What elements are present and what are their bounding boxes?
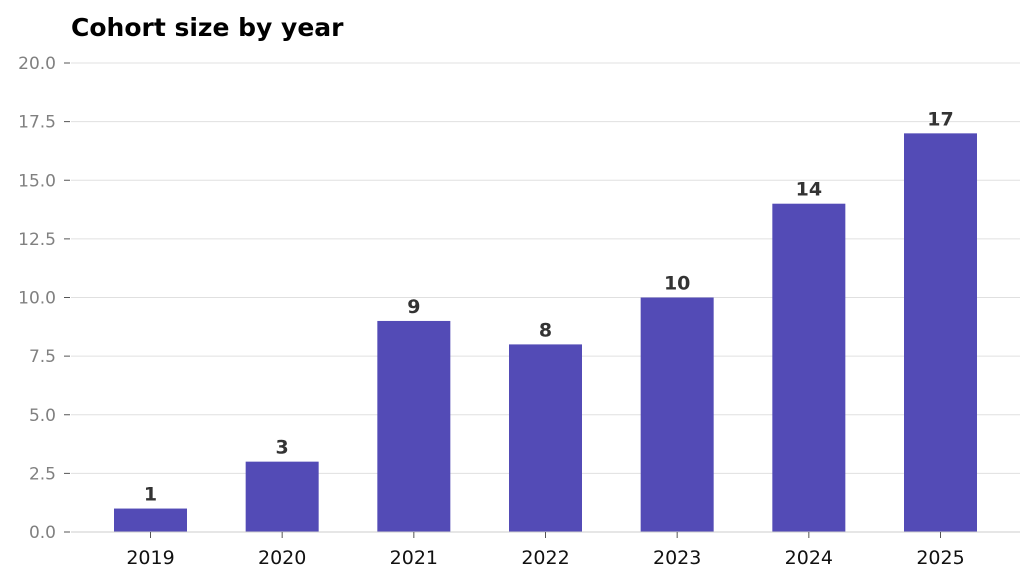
data-labels: 1 3 9 8 10 14 17 — [144, 108, 954, 505]
y-tick-label: 20.0 — [18, 54, 56, 74]
x-tick-label: 2024 — [785, 547, 833, 569]
y-tick-label: 17.5 — [18, 113, 56, 133]
x-tick-label: 2023 — [653, 547, 701, 569]
data-label: 8 — [539, 319, 552, 341]
y-tick-label: 15.0 — [18, 171, 56, 191]
x-tick-label: 2020 — [258, 547, 306, 569]
y-tick-label: 5.0 — [29, 406, 56, 426]
data-label: 3 — [276, 437, 289, 459]
bar-2023 — [640, 297, 714, 532]
x-tick-label: 2021 — [390, 547, 438, 569]
y-tick-label: 10.0 — [18, 289, 56, 309]
y-tick-label: 7.5 — [29, 347, 56, 367]
x-axis: 2019 2020 2021 2022 2023 2024 2025 — [71, 531, 1020, 569]
y-tick-label: 0.0 — [29, 523, 56, 543]
bar-2022 — [509, 344, 582, 532]
bar-2024 — [772, 203, 846, 532]
x-tick-label: 2022 — [521, 547, 569, 569]
data-label: 9 — [407, 296, 420, 318]
x-tick-label: 2019 — [126, 547, 174, 569]
bar-2020 — [245, 461, 319, 532]
grid-lines — [71, 62, 1020, 533]
bar-2025 — [904, 133, 977, 532]
data-label: 17 — [927, 108, 953, 130]
bar-2021 — [377, 320, 451, 532]
data-label: 1 — [144, 484, 157, 506]
bar-series — [114, 133, 977, 532]
data-label: 10 — [664, 273, 690, 295]
chart-title: Cohort size by year — [71, 13, 344, 42]
y-tick-label: 2.5 — [29, 464, 56, 484]
bar-2019 — [114, 508, 187, 532]
y-axis: 0.0 2.5 5.0 7.5 10.0 12.5 15.0 17.5 20.0 — [18, 54, 70, 543]
y-tick-label: 12.5 — [18, 230, 56, 250]
x-tick-label: 2025 — [916, 547, 964, 569]
data-label: 14 — [796, 179, 822, 201]
